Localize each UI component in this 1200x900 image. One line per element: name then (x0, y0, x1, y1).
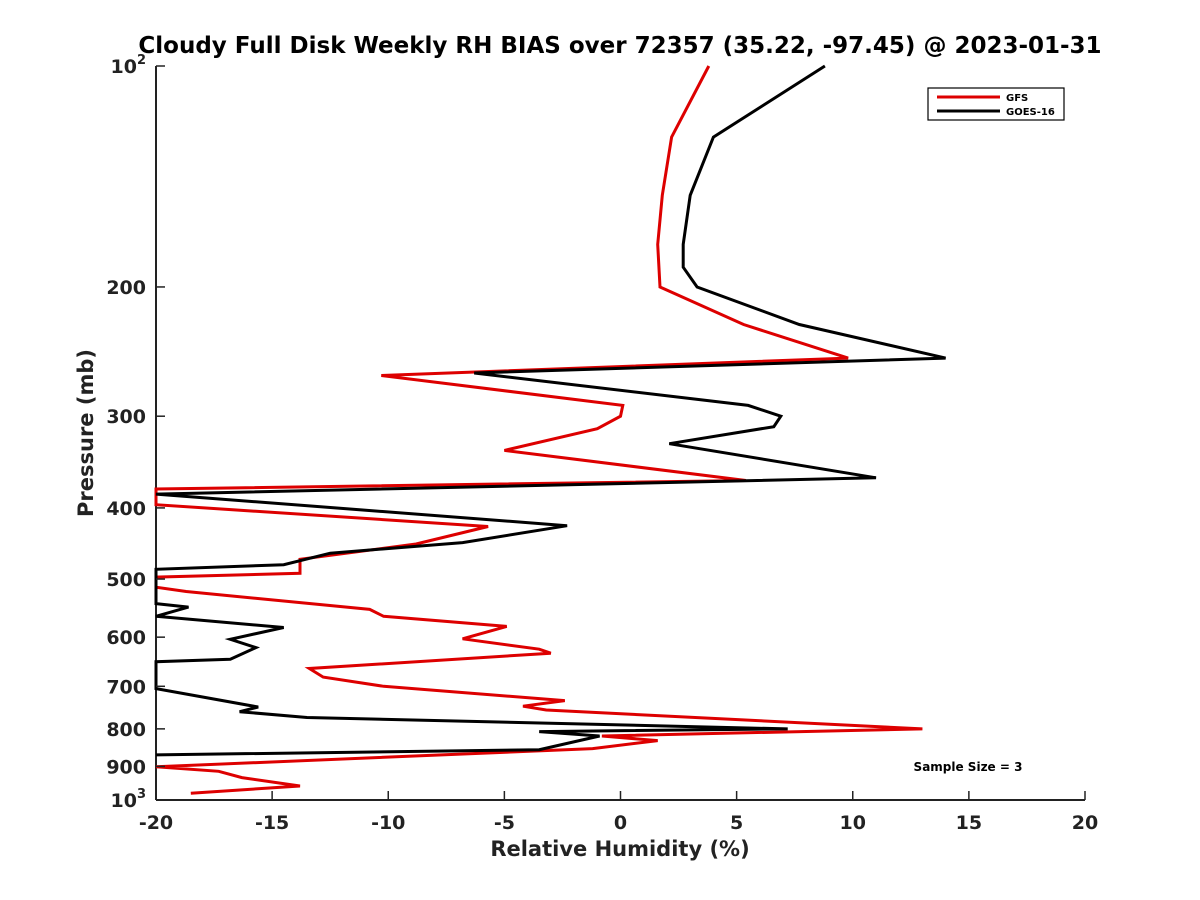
y-tick-label: 900 (106, 756, 146, 778)
x-tick-label: 15 (956, 812, 982, 834)
y-tick-label: 600 (106, 627, 146, 649)
x-tick-label: 5 (730, 812, 743, 834)
legend: GFS GOES-16 (927, 87, 1065, 121)
y-tick-label: 300 (106, 406, 146, 428)
chart-title: Cloudy Full Disk Weekly RH BIAS over 723… (138, 33, 1101, 59)
y-tick-label: 800 (106, 719, 146, 741)
series-line-goes-16 (154, 64, 946, 757)
x-tick-label: -15 (255, 812, 289, 834)
y-tick-label: 500 (106, 569, 146, 591)
legend-label-goes-16: GOES-16 (1006, 107, 1055, 118)
series-line-gfs (154, 65, 923, 795)
x-tick-label: 20 (1072, 812, 1098, 834)
x-ticks: -20 -15 -10 -5 0 5 10 15 20 (139, 791, 1098, 834)
y-tick-label: 200 (106, 277, 146, 299)
x-tick-label: 0 (614, 812, 627, 834)
x-tick-label: -5 (494, 812, 515, 834)
y-tick-label: 102 (111, 53, 147, 78)
y-tick-base: 10 (111, 790, 137, 812)
x-tick-label: -20 (139, 812, 173, 834)
x-tick-label: -10 (371, 812, 405, 834)
y-axis-label: Pressure (mb) (74, 349, 98, 517)
y-tick-base: 10 (111, 56, 137, 78)
y-tick-label: 103 (111, 787, 147, 812)
sample-size-annotation: Sample Size = 3 (914, 760, 1023, 774)
x-tick-label: 10 (840, 812, 866, 834)
legend-label-gfs: GFS (1006, 93, 1028, 104)
legend-box (927, 87, 1065, 121)
y-tick-exponent: 2 (137, 53, 146, 68)
y-tick-label: 400 (106, 498, 146, 520)
y-tick-label: 700 (106, 676, 146, 698)
x-axis-label: Relative Humidity (%) (490, 837, 749, 861)
series-group (154, 64, 946, 795)
y-tick-exponent: 3 (137, 787, 146, 802)
plot-area (155, 66, 1085, 801)
